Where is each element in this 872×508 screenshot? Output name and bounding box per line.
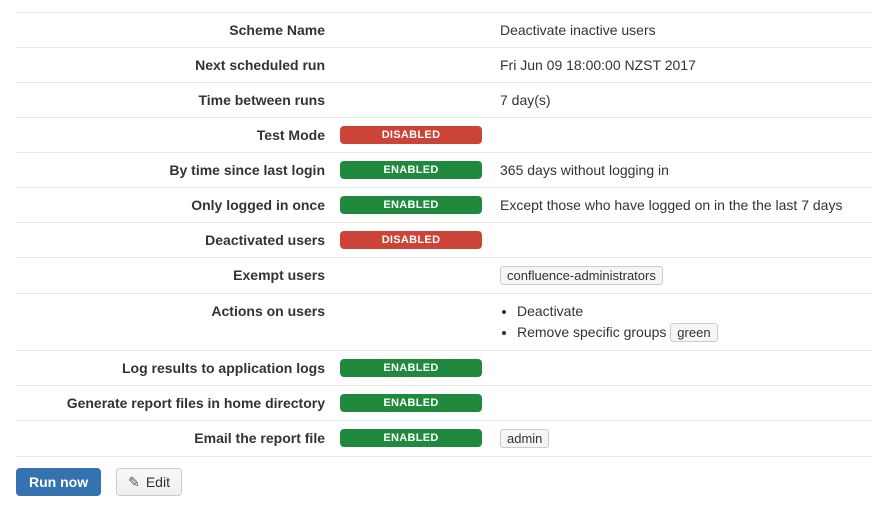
table-row: Time between runs 7 day(s) [16, 82, 872, 117]
status-badge: DISABLED [340, 126, 482, 144]
value-cell: 365 days without logging in [500, 161, 872, 179]
pencil-icon: ✎ [128, 474, 140, 490]
badge-cell: DISABLED [325, 231, 500, 249]
row-label: Generate report files in home directory [66, 395, 325, 411]
value-cell: Except those who have logged on in the t… [500, 196, 872, 214]
action-item-text: Remove specific groups [517, 324, 667, 340]
row-value-text: Except those who have logged on in the t… [500, 197, 843, 213]
row-label: By time since last login [169, 162, 325, 178]
table-row: Log results to application logs ENABLED [16, 350, 872, 385]
table-row: Only logged in once ENABLED Except those w… [16, 187, 872, 222]
table-row: Next scheduled run Fri Jun 09 18:00:00 NZ… [16, 47, 872, 82]
edit-button-label: Edit [145, 474, 170, 490]
row-label: Test Mode [256, 127, 325, 143]
value-cell: Fri Jun 09 18:00:00 NZST 2017 [500, 56, 872, 74]
table-row: Deactivated users DISABLED [16, 222, 872, 257]
value-cell: admin [500, 429, 872, 448]
row-value-text: 365 days without logging in [500, 162, 669, 178]
group-chip: green [670, 323, 718, 342]
action-list-item: Deactivate [517, 302, 872, 320]
badge-cell: ENABLED [325, 161, 500, 179]
table-row: Test Mode DISABLED [16, 117, 872, 152]
badge-cell: ENABLED [325, 359, 500, 377]
badge-cell: ENABLED [325, 429, 500, 447]
run-now-button[interactable]: Run now [16, 468, 102, 496]
status-badge: ENABLED [340, 394, 482, 412]
badge-cell: DISABLED [325, 126, 500, 144]
badge-cell: ENABLED [325, 394, 500, 412]
row-label: Actions on users [211, 303, 325, 319]
action-list-item: Remove specific groups green [517, 323, 872, 342]
table-row: Actions on users Deactivate Remove specifi… [16, 293, 872, 350]
action-buttons: Run now ✎ Edit [16, 468, 872, 496]
status-badge: ENABLED [340, 429, 482, 447]
value-cell: confluence-administrators [500, 266, 872, 285]
value-chip: confluence-administrators [500, 266, 663, 285]
status-badge: DISABLED [340, 231, 482, 249]
row-label: Only logged in once [191, 197, 325, 213]
row-label: Scheme Name [229, 22, 325, 38]
value-chip: admin [500, 429, 550, 448]
row-value-text: Fri Jun 09 18:00:00 NZST 2017 [500, 57, 696, 73]
action-item-text: Deactivate [517, 303, 584, 319]
table-row: By time since last login ENABLED 365 days … [16, 152, 872, 187]
table-row: Email the report file ENABLED admin [16, 420, 872, 457]
edit-button[interactable]: ✎ Edit [116, 468, 182, 496]
status-badge: ENABLED [340, 161, 482, 179]
table-row: Exempt users confluence-administrators [16, 257, 872, 293]
table-row: Generate report files in home directory E… [16, 385, 872, 420]
row-value-text: 7 day(s) [500, 92, 551, 108]
row-label: Email the report file [194, 430, 325, 446]
row-label: Deactivated users [205, 232, 325, 248]
scheme-settings-table: Scheme Name Deactivate inactive users Next… [16, 12, 872, 457]
row-value-text: Deactivate inactive users [500, 22, 656, 38]
row-label: Next scheduled run [195, 57, 325, 73]
row-label: Log results to application logs [121, 360, 325, 376]
table-row: Scheme Name Deactivate inactive users [16, 12, 872, 47]
status-badge: ENABLED [340, 196, 482, 214]
value-cell: Deactivate Remove specific groups green [500, 302, 872, 342]
status-badge: ENABLED [340, 359, 482, 377]
actions-list: Deactivate Remove specific groups green [500, 302, 872, 342]
row-label: Time between runs [198, 92, 325, 108]
row-label: Exempt users [233, 267, 325, 283]
value-cell: Deactivate inactive users [500, 21, 872, 39]
value-cell: 7 day(s) [500, 91, 872, 109]
badge-cell: ENABLED [325, 196, 500, 214]
